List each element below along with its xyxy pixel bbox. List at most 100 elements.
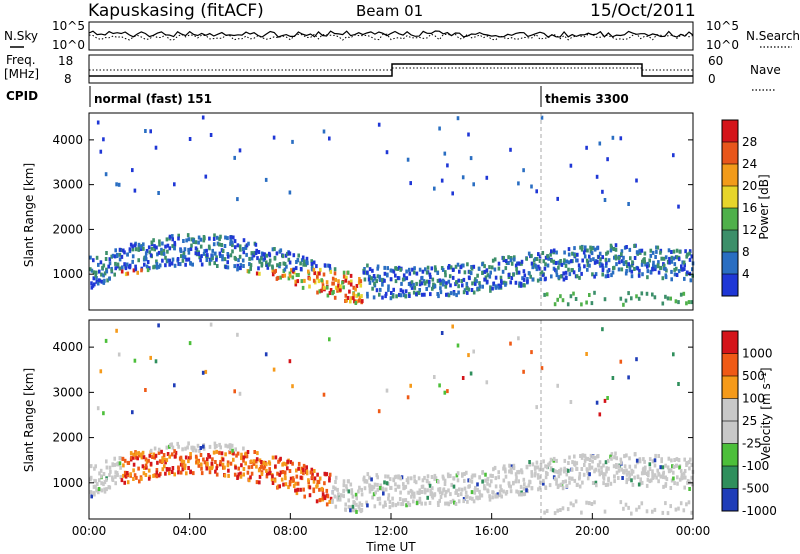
data-cell — [402, 482, 405, 487]
data-cell — [586, 456, 590, 461]
data-cell — [460, 279, 463, 283]
data-cell — [603, 198, 607, 202]
data-cell — [137, 242, 141, 247]
data-cell — [436, 271, 439, 275]
data-cell — [583, 264, 586, 269]
data-cell — [374, 490, 377, 495]
data-cell — [563, 458, 567, 463]
data-cell — [562, 277, 566, 282]
data-cell — [420, 275, 424, 280]
data-cell — [257, 468, 261, 473]
data-cell — [555, 269, 558, 274]
data-cell — [105, 487, 108, 492]
data-cell — [664, 475, 667, 480]
data-cell — [173, 240, 176, 245]
data-cell — [485, 268, 489, 273]
data-cell — [493, 267, 497, 272]
data-cell — [118, 461, 122, 466]
data-cell — [569, 294, 573, 299]
data-cell — [515, 267, 518, 271]
data-cell — [567, 267, 570, 272]
data-cell — [408, 267, 411, 272]
data-cell — [538, 254, 542, 259]
data-cell — [219, 254, 222, 258]
data-cell — [602, 481, 605, 486]
data-cell — [593, 469, 596, 474]
data-cell — [601, 189, 604, 194]
data-cell — [123, 480, 126, 485]
data-cell — [302, 463, 306, 468]
data-cell — [583, 458, 587, 463]
data-cell — [215, 444, 218, 448]
data-cell — [131, 254, 135, 259]
data-cell — [124, 272, 128, 277]
data-cell — [597, 463, 601, 468]
data-cell — [337, 279, 340, 284]
data-cell — [149, 448, 153, 453]
data-cell — [443, 390, 447, 395]
data-cell — [310, 266, 314, 271]
data-cell — [302, 487, 305, 492]
data-cell — [202, 238, 206, 243]
colorbar-swatch — [722, 230, 738, 252]
data-cell — [594, 480, 598, 485]
data-cell — [598, 460, 602, 465]
data-cell — [646, 269, 650, 274]
data-cell — [146, 268, 150, 273]
data-cell — [673, 458, 676, 462]
data-cell — [187, 459, 190, 464]
data-cell — [355, 509, 358, 514]
data-cell — [189, 455, 192, 460]
data-cell — [381, 278, 384, 283]
data-cell — [342, 483, 346, 488]
data-cell — [413, 494, 416, 499]
data-cell — [116, 473, 119, 478]
data-cell — [255, 271, 259, 276]
data-cell — [605, 260, 608, 265]
data-cell — [660, 256, 663, 261]
data-cell — [686, 270, 689, 275]
data-cell — [345, 484, 348, 489]
data-cell — [635, 458, 639, 463]
data-cell — [162, 457, 166, 462]
data-cell — [183, 255, 187, 260]
data-cell — [613, 474, 616, 479]
data-cell — [99, 260, 103, 265]
data-cell — [603, 297, 607, 302]
data-cell — [90, 268, 94, 273]
data-cell — [111, 477, 114, 482]
data-cell — [234, 257, 237, 262]
data-cell — [321, 495, 325, 500]
data-cell — [272, 135, 276, 140]
data-cell — [504, 282, 507, 287]
data-cell — [299, 267, 303, 271]
data-cell — [328, 291, 332, 295]
data-cell — [322, 285, 326, 290]
data-cell — [300, 258, 304, 263]
data-cell — [509, 256, 513, 260]
data-cell — [246, 470, 250, 475]
data-cell — [552, 266, 556, 271]
data-cell — [177, 261, 180, 266]
data-cell — [158, 242, 161, 247]
data-cell — [585, 352, 588, 356]
data-cell — [637, 296, 641, 301]
data-cell — [679, 501, 683, 506]
data-cell — [498, 489, 502, 494]
data-cell — [391, 294, 395, 299]
y-tick-label: 3000 — [52, 385, 83, 399]
data-cell — [543, 277, 547, 282]
data-cell — [208, 236, 211, 241]
data-cell — [368, 280, 372, 285]
data-cell — [173, 472, 176, 477]
data-cell — [140, 268, 143, 273]
data-cell — [308, 485, 312, 490]
data-cell — [565, 484, 569, 489]
colorbar-swatch — [722, 353, 738, 376]
data-cell — [670, 255, 674, 260]
data-cell — [494, 284, 497, 289]
data-cell — [282, 482, 285, 487]
data-cell — [131, 247, 135, 252]
beam-title: Beam 01 — [356, 2, 423, 20]
data-cell — [513, 255, 516, 260]
